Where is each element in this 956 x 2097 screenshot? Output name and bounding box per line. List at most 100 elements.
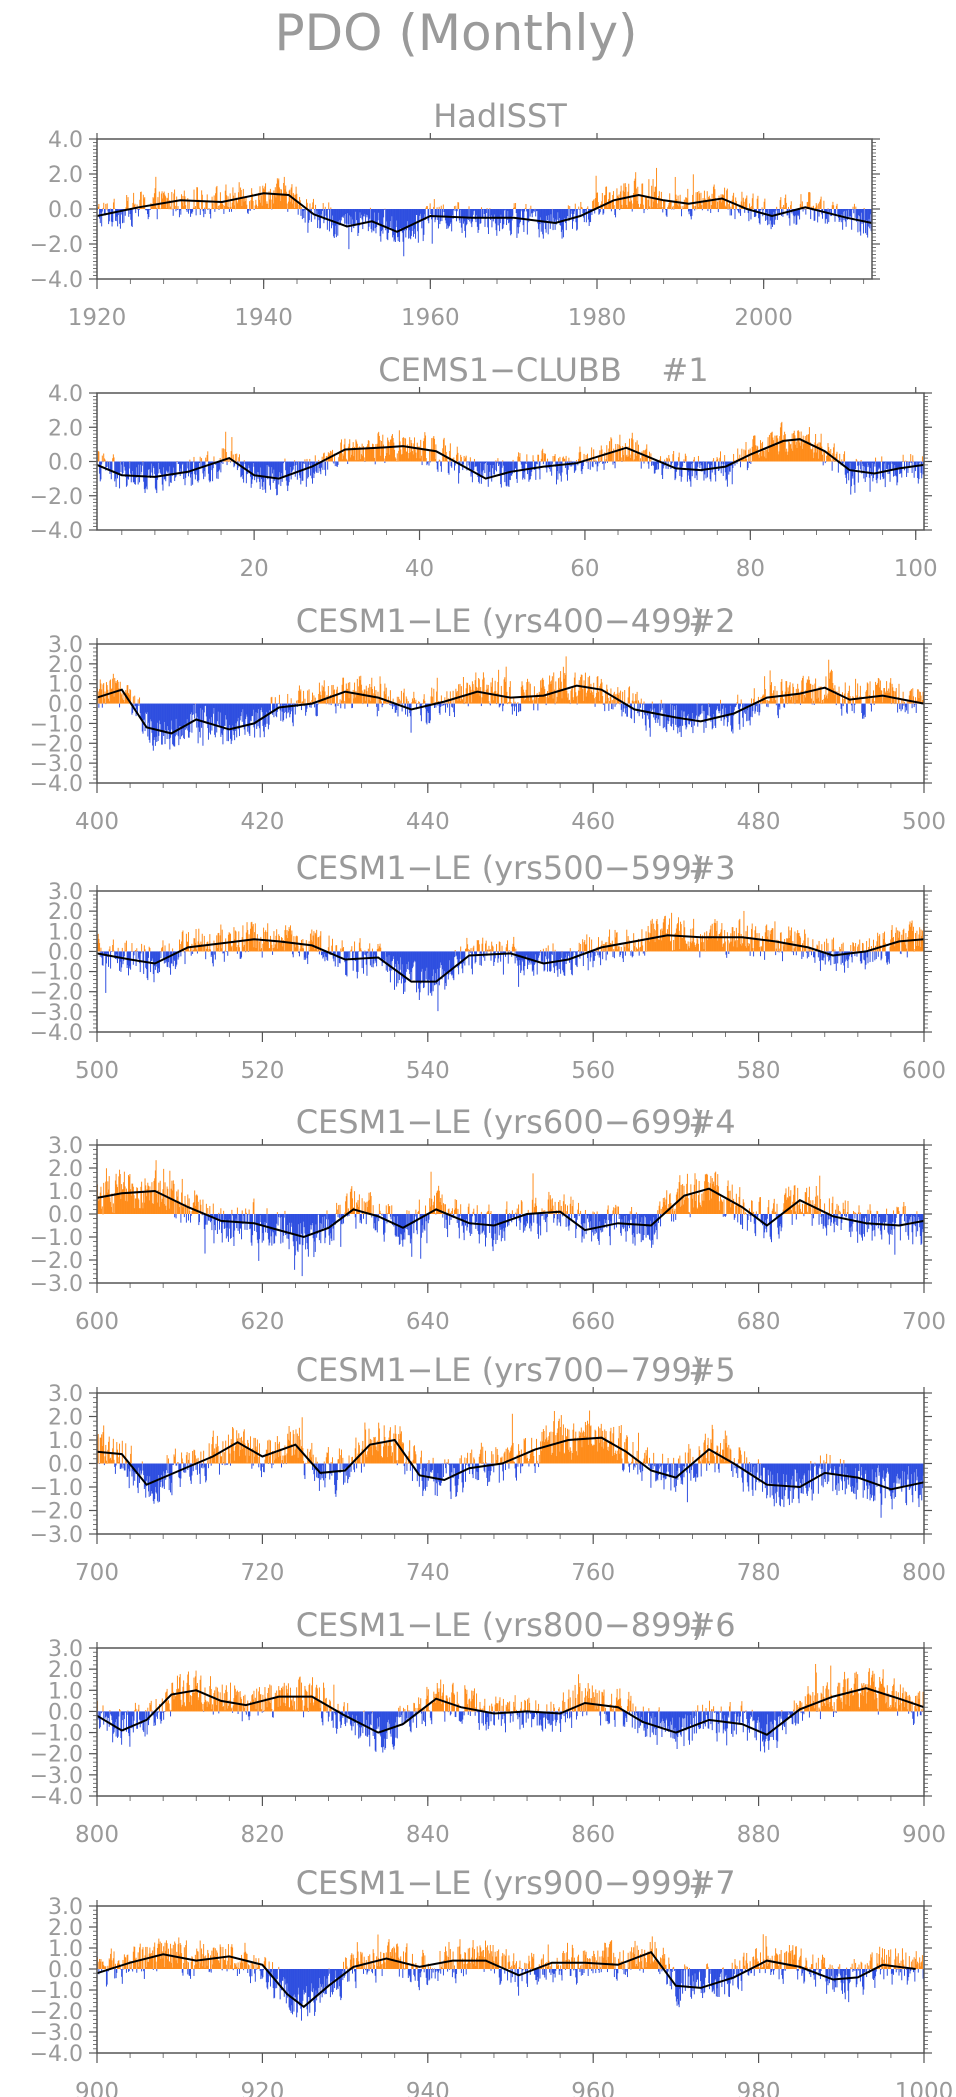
monthly-bar xyxy=(635,700,637,704)
monthly-bar xyxy=(234,703,236,731)
monthly-bar xyxy=(904,461,905,471)
monthly-bar xyxy=(841,209,843,215)
monthly-bar xyxy=(754,435,756,462)
monthly-bar xyxy=(892,687,894,704)
monthly-bar xyxy=(433,951,435,970)
monthly-bar xyxy=(645,703,647,731)
monthly-bar xyxy=(468,951,470,966)
monthly-bar xyxy=(680,206,682,209)
monthly-bar xyxy=(308,209,310,223)
monthly-bar xyxy=(197,187,198,209)
monthly-bar xyxy=(241,703,243,722)
monthly-bar xyxy=(196,703,198,717)
monthly-bar xyxy=(307,461,309,479)
monthly-bar xyxy=(591,951,593,954)
monthly-bar xyxy=(186,941,188,952)
monthly-bar xyxy=(211,196,213,209)
monthly-bar xyxy=(238,182,240,209)
monthly-bar xyxy=(804,929,806,952)
monthly-bar xyxy=(740,209,742,216)
monthly-bar xyxy=(437,703,439,706)
monthly-bar xyxy=(261,461,263,487)
monthly-bar xyxy=(276,183,278,209)
monthly-bar xyxy=(773,941,775,952)
monthly-bar xyxy=(581,951,583,953)
monthly-bar xyxy=(633,701,635,704)
monthly-bar xyxy=(146,703,148,713)
monthly-bar xyxy=(831,209,833,216)
monthly-bar xyxy=(599,951,601,956)
monthly-bar xyxy=(651,207,653,209)
monthly-bar xyxy=(595,461,597,465)
monthly-bar xyxy=(420,951,422,972)
monthly-bar xyxy=(814,442,816,462)
monthly-bar xyxy=(695,943,697,952)
monthly-bar xyxy=(884,461,886,488)
monthly-bar xyxy=(598,700,600,704)
monthly-bar xyxy=(689,209,691,211)
monthly-bar xyxy=(138,703,140,706)
monthly-bar xyxy=(404,951,406,992)
monthly-bar xyxy=(480,951,482,966)
monthly-bar xyxy=(606,684,608,704)
monthly-bar xyxy=(858,700,860,704)
y-tick-label: 3.0 xyxy=(48,633,83,658)
monthly-bar xyxy=(132,461,134,483)
monthly-bar xyxy=(287,461,289,486)
monthly-bar xyxy=(582,689,584,704)
monthly-bar xyxy=(733,192,735,209)
monthly-bar xyxy=(712,186,714,209)
monthly-bar xyxy=(398,450,400,462)
monthly-bar xyxy=(354,209,356,226)
monthly-bar xyxy=(463,951,465,959)
monthly-bar xyxy=(159,461,161,470)
monthly-bar xyxy=(196,461,198,472)
monthly-bar xyxy=(660,456,662,462)
monthly-bar xyxy=(400,690,402,704)
monthly-bar xyxy=(170,461,172,483)
monthly-bar xyxy=(387,951,389,972)
monthly-bar xyxy=(289,928,291,952)
monthly-bar xyxy=(431,687,433,704)
monthly-bar xyxy=(703,461,705,481)
monthly-bar xyxy=(176,461,178,462)
monthly-bar xyxy=(560,951,562,974)
monthly-bar xyxy=(247,703,249,732)
monthly-bar xyxy=(355,209,357,212)
monthly-bar xyxy=(697,939,699,952)
monthly-bar xyxy=(576,703,578,705)
monthly-bar xyxy=(420,703,422,716)
monthly-bar xyxy=(664,916,666,952)
monthly-bar xyxy=(447,461,449,462)
monthly-bar xyxy=(400,951,402,958)
monthly-bar xyxy=(700,703,702,715)
monthly-bar xyxy=(537,951,539,962)
monthly-bar xyxy=(378,209,380,213)
monthly-bar xyxy=(118,461,120,474)
monthly-bar xyxy=(247,209,249,214)
monthly-bar xyxy=(492,946,494,952)
monthly-bar xyxy=(448,461,450,475)
monthly-bar xyxy=(655,703,657,719)
monthly-bar xyxy=(475,461,477,467)
monthly-bar xyxy=(512,703,514,707)
monthly-bar xyxy=(243,944,245,952)
monthly-bar xyxy=(734,941,736,952)
monthly-bar xyxy=(298,204,300,209)
monthly-bar xyxy=(565,656,567,704)
monthly-bar xyxy=(620,690,622,704)
monthly-bar xyxy=(813,452,815,462)
monthly-bar xyxy=(806,434,808,462)
monthly-bar xyxy=(150,703,152,722)
monthly-bar xyxy=(479,951,481,966)
monthly-bar xyxy=(823,449,825,462)
monthly-bar xyxy=(731,199,733,209)
monthly-bar xyxy=(119,703,121,708)
monthly-bar xyxy=(718,703,720,714)
monthly-bar xyxy=(806,202,808,209)
monthly-bar xyxy=(528,681,530,704)
monthly-bar xyxy=(890,678,892,704)
monthly-bar xyxy=(562,689,564,704)
monthly-bar xyxy=(817,688,819,704)
monthly-bar xyxy=(752,439,754,462)
